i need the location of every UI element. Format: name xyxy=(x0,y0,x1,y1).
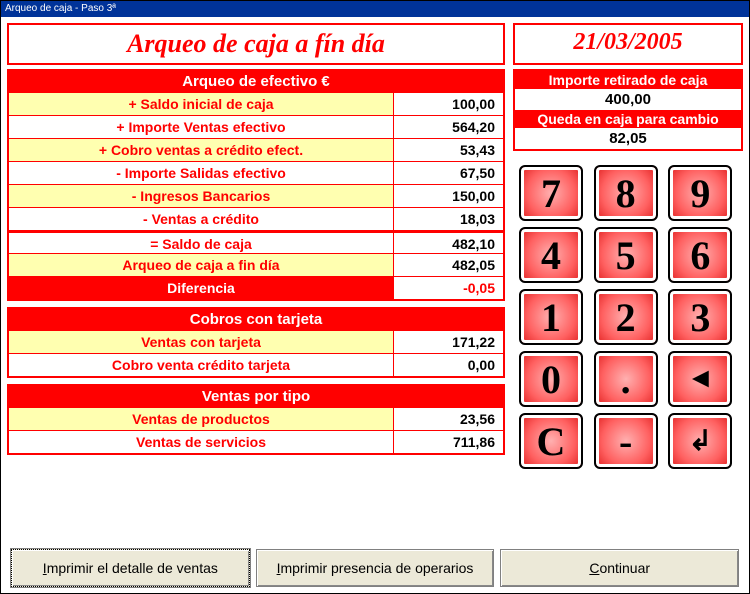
tipo-panel: Ventas por tipo Ventas de productos23,56… xyxy=(7,384,505,455)
print-presence-button[interactable]: Imprimir presencia de operarios xyxy=(256,549,495,587)
continue-button[interactable]: Continuar xyxy=(500,549,739,587)
key-3[interactable]: 3 xyxy=(668,289,732,345)
efectivo-title: Arqueo de efectivo € xyxy=(9,71,503,92)
header-row: Arqueo de caja a fín día 21/03/2005 xyxy=(7,23,743,65)
diferencia-row: Diferencia -0,05 xyxy=(9,276,503,299)
row-value: 711,86 xyxy=(393,430,503,453)
table-row: Ventas de productos23,56 xyxy=(9,407,503,430)
decimal-key[interactable]: . xyxy=(594,351,658,407)
arqueo-value: 482,05 xyxy=(393,253,503,276)
right-column: Importe retirado de caja 400,00 Queda en… xyxy=(513,69,743,543)
enter-key[interactable]: ↲ xyxy=(668,413,732,469)
row-label: Ventas de productos xyxy=(9,407,393,430)
print-detail-button[interactable]: Imprimir el detalle de ventas xyxy=(11,549,250,587)
retirado-label: Importe retirado de caja xyxy=(515,71,741,89)
row-label: Ventas con tarjeta xyxy=(9,330,393,353)
row-label: - Ingresos Bancarios xyxy=(9,184,393,207)
saldo-label: = Saldo de caja xyxy=(9,230,393,253)
row-value: 564,20 xyxy=(393,115,503,138)
saldo-value: 482,10 xyxy=(393,230,503,253)
row-value: 0,00 xyxy=(393,353,503,376)
table-row: - Importe Salidas efectivo67,50 xyxy=(9,161,503,184)
print-presence-label: Imprimir presencia de operarios xyxy=(277,560,474,576)
retirado-value: 400,00 xyxy=(515,89,741,110)
key-6[interactable]: 6 xyxy=(668,227,732,283)
saldo-row: = Saldo de caja 482,10 xyxy=(9,230,503,253)
key-1[interactable]: 1 xyxy=(519,289,583,345)
minus-key[interactable]: - xyxy=(594,413,658,469)
backspace-key[interactable]: ◄ xyxy=(668,351,732,407)
key-5[interactable]: 5 xyxy=(594,227,658,283)
table-row: + Cobro ventas a crédito efect.53,43 xyxy=(9,138,503,161)
queda-value: 82,05 xyxy=(515,128,741,149)
table-row: - Ingresos Bancarios150,00 xyxy=(9,184,503,207)
main-title-box: Arqueo de caja a fín día xyxy=(7,23,505,65)
date-value: 21/03/2005 xyxy=(573,29,682,55)
key-7[interactable]: 7 xyxy=(519,165,583,221)
row-value: 67,50 xyxy=(393,161,503,184)
clear-key[interactable]: C xyxy=(519,413,583,469)
row-value: 53,43 xyxy=(393,138,503,161)
key-4[interactable]: 4 xyxy=(519,227,583,283)
retirado-panel: Importe retirado de caja 400,00 Queda en… xyxy=(513,69,743,151)
row-label: Cobro venta crédito tarjeta xyxy=(9,353,393,376)
row-value: 150,00 xyxy=(393,184,503,207)
row-value: 100,00 xyxy=(393,92,503,115)
table-row: - Ventas a crédito18,03 xyxy=(9,207,503,230)
print-detail-label: Imprimir el detalle de ventas xyxy=(43,560,218,576)
arqueo-row: Arqueo de caja a fin día 482,05 xyxy=(9,253,503,276)
row-label: + Saldo inicial de caja xyxy=(9,92,393,115)
table-row: Ventas con tarjeta171,22 xyxy=(9,330,503,353)
diferencia-label: Diferencia xyxy=(9,276,393,299)
table-row: + Importe Ventas efectivo564,20 xyxy=(9,115,503,138)
row-label: - Ventas a crédito xyxy=(9,207,393,230)
row-value: 18,03 xyxy=(393,207,503,230)
key-2[interactable]: 2 xyxy=(594,289,658,345)
row-label: Ventas de servicios xyxy=(9,430,393,453)
continue-label: Continuar xyxy=(589,560,650,576)
tarjeta-title: Cobros con tarjeta xyxy=(9,309,503,330)
content-row: Arqueo de efectivo € + Saldo inicial de … xyxy=(7,69,743,543)
key-0[interactable]: 0 xyxy=(519,351,583,407)
left-column: Arqueo de efectivo € + Saldo inicial de … xyxy=(7,69,505,543)
table-row: Cobro venta crédito tarjeta0,00 xyxy=(9,353,503,376)
row-label: - Importe Salidas efectivo xyxy=(9,161,393,184)
main-title: Arqueo de caja a fín día xyxy=(127,29,385,58)
row-label: + Cobro ventas a crédito efect. xyxy=(9,138,393,161)
arqueo-label: Arqueo de caja a fin día xyxy=(9,253,393,276)
window-title: Arqueo de caja - Paso 3ª xyxy=(5,3,116,14)
efectivo-panel: Arqueo de efectivo € + Saldo inicial de … xyxy=(7,69,505,301)
numeric-keypad: 789 456 123 0.◄ C-↲ xyxy=(513,161,743,473)
table-row: Ventas de servicios711,86 xyxy=(9,430,503,453)
bottom-button-row: Imprimir el detalle de ventas Imprimir p… xyxy=(7,547,743,587)
tipo-title: Ventas por tipo xyxy=(9,386,503,407)
row-label: + Importe Ventas efectivo xyxy=(9,115,393,138)
table-row: + Saldo inicial de caja100,00 xyxy=(9,92,503,115)
key-9[interactable]: 9 xyxy=(668,165,732,221)
queda-label: Queda en caja para cambio xyxy=(515,110,741,128)
tarjeta-panel: Cobros con tarjeta Ventas con tarjeta171… xyxy=(7,307,505,378)
date-box: 21/03/2005 xyxy=(513,23,743,65)
row-value: 23,56 xyxy=(393,407,503,430)
key-8[interactable]: 8 xyxy=(594,165,658,221)
window-titlebar: Arqueo de caja - Paso 3ª xyxy=(1,1,749,17)
app-body: Arqueo de caja a fín día 21/03/2005 Arqu… xyxy=(1,17,749,593)
diferencia-value: -0,05 xyxy=(393,276,503,299)
row-value: 171,22 xyxy=(393,330,503,353)
